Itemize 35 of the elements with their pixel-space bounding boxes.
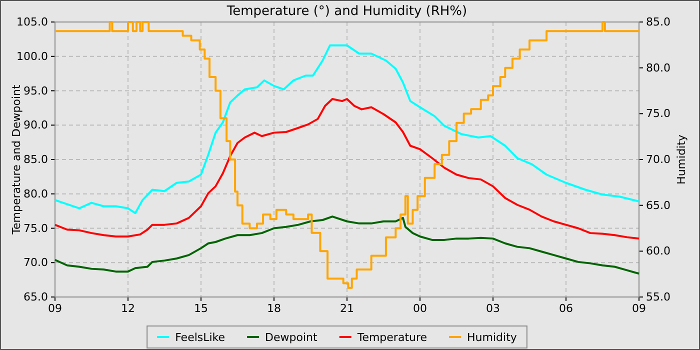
legend-label: FeelsLike bbox=[175, 331, 226, 344]
y2-tick-label: 85.0 bbox=[646, 16, 670, 29]
x-tick-label: 06 bbox=[559, 302, 573, 315]
y-tick-label: 65.0 bbox=[24, 290, 48, 304]
x-tick-label: 21 bbox=[340, 302, 354, 315]
y-tick-label: 85.0 bbox=[24, 153, 48, 166]
y2-tick-label: 55.0 bbox=[646, 290, 670, 304]
y-tick-label: 75.0 bbox=[24, 222, 48, 235]
y-axis-title: Temperature and Dewpoint bbox=[10, 84, 23, 236]
legend-label: Temperature bbox=[356, 331, 428, 344]
x-tick-label: 15 bbox=[194, 302, 208, 315]
y2-tick-label: 65.0 bbox=[646, 198, 670, 212]
y2-axis-title: Humidity bbox=[675, 134, 688, 184]
y-tick-label: 90.0 bbox=[24, 118, 48, 132]
x-tick-label: 18 bbox=[267, 302, 281, 315]
y-tick-label: 105.0 bbox=[16, 16, 48, 29]
line-series bbox=[54, 98, 640, 240]
x-tick-label: 00 bbox=[413, 302, 427, 315]
y2-tick-label: 75.0 bbox=[646, 107, 670, 120]
x-tick-label: 12 bbox=[121, 302, 135, 315]
legend-label: Dewpoint bbox=[265, 331, 318, 344]
y-tick-label: 95.0 bbox=[24, 84, 48, 98]
y-tick-label: 70.0 bbox=[24, 256, 48, 270]
x-tick-label: 09 bbox=[48, 302, 62, 315]
legend-label: Humidity bbox=[467, 331, 518, 344]
y2-tick-label: 70.0 bbox=[646, 153, 670, 166]
line-series bbox=[54, 216, 640, 275]
x-tick-label: 09 bbox=[632, 302, 646, 315]
line-series bbox=[54, 44, 640, 214]
chart-title: Temperature (°) and Humidity (RH%) bbox=[226, 4, 468, 19]
y2-tick-label: 60.0 bbox=[646, 244, 670, 258]
y-tick-label: 80.0 bbox=[24, 187, 48, 200]
y2-tick-label: 80.0 bbox=[646, 61, 670, 74]
x-tick-label: 03 bbox=[486, 302, 500, 315]
y-tick-label: 100.0 bbox=[16, 50, 48, 63]
